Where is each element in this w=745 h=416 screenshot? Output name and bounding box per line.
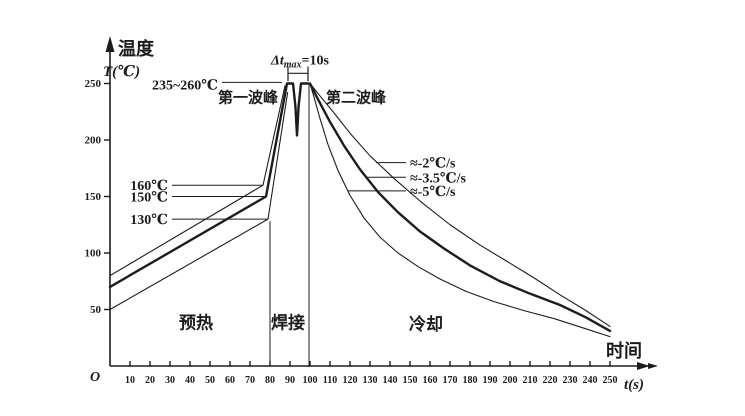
peak-range-label: 235~260℃ <box>152 79 218 94</box>
region-preheat: 预热 <box>179 313 213 333</box>
temp-marker-label-130: 130℃ <box>130 213 168 228</box>
x-axis-arrow2-icon <box>648 363 658 369</box>
x-axis-title: 时间 <box>606 341 642 361</box>
y-axis-arrow-icon <box>105 36 115 52</box>
x-tick-label: 70 <box>245 375 255 386</box>
x-tick-label: 60 <box>225 375 235 386</box>
x-tick-label: 250 <box>603 375 618 386</box>
curve-cooling-rate-2 <box>309 82 611 328</box>
x-tick-label: 30 <box>165 375 175 386</box>
curve-cooling-rate-5 <box>309 82 611 338</box>
rate-marker-label-1: ≈-3.5℃/s <box>410 171 467 186</box>
x-tick-label: 160 <box>423 375 438 386</box>
x-tick-label: 40 <box>185 375 195 386</box>
x-tick-label: 130 <box>363 375 378 386</box>
y-axis-unit: T(℃) <box>103 64 140 80</box>
y-tick-label: 200 <box>85 135 102 147</box>
x-tick-label: 170 <box>443 375 458 386</box>
region-cooling: 冷却 <box>409 314 443 334</box>
x-tick-label: 110 <box>323 375 337 386</box>
x-tick-label: 190 <box>483 375 498 386</box>
rate-marker-label-0: ≈-2℃/s <box>410 157 456 172</box>
x-tick-label: 230 <box>563 375 578 386</box>
y-tick-label: 250 <box>85 78 102 90</box>
curve-main-profile <box>108 82 310 289</box>
y-axis-title: 温度 <box>118 38 155 59</box>
x-tick-label: 220 <box>543 375 558 386</box>
x-tick-label: 200 <box>503 375 518 386</box>
curve-cooling-rate-3.5 <box>308 82 612 333</box>
x-tick-label: 50 <box>205 375 215 386</box>
x-tick-label: 10 <box>125 375 135 386</box>
x-tick-label: 150 <box>403 375 418 386</box>
second-peak-label: 第二波峰 <box>326 89 387 107</box>
x-tick-label: 80 <box>265 375 275 386</box>
y-tick-label: 100 <box>85 248 102 260</box>
y-tick-label: 50 <box>90 304 102 316</box>
x-tick-label: 20 <box>145 375 155 386</box>
dt-max-label: Δtmax=10s <box>270 53 329 70</box>
x-tick-label: 210 <box>523 375 538 386</box>
rate-marker-label-2: ≈-5℃/s <box>410 185 456 200</box>
region-soldering: 焊接 <box>271 313 305 333</box>
x-tick-label: 240 <box>583 375 598 386</box>
x-axis-unit: t(s) <box>624 377 644 393</box>
x-tick-label: 100 <box>303 375 318 386</box>
x-axis-arrow-icon <box>637 362 650 370</box>
temp-marker-label-150: 150℃ <box>130 191 168 206</box>
first-peak-label: 第一波峰 <box>218 89 279 107</box>
x-tick-label: 90 <box>285 375 295 386</box>
x-tick-label: 120 <box>343 375 358 386</box>
origin-label: O <box>90 370 100 385</box>
y-tick-label: 150 <box>85 191 102 203</box>
x-tick-label: 140 <box>383 375 398 386</box>
temp-marker-label-160: 160℃ <box>130 179 168 194</box>
x-tick-label: 180 <box>463 375 478 386</box>
